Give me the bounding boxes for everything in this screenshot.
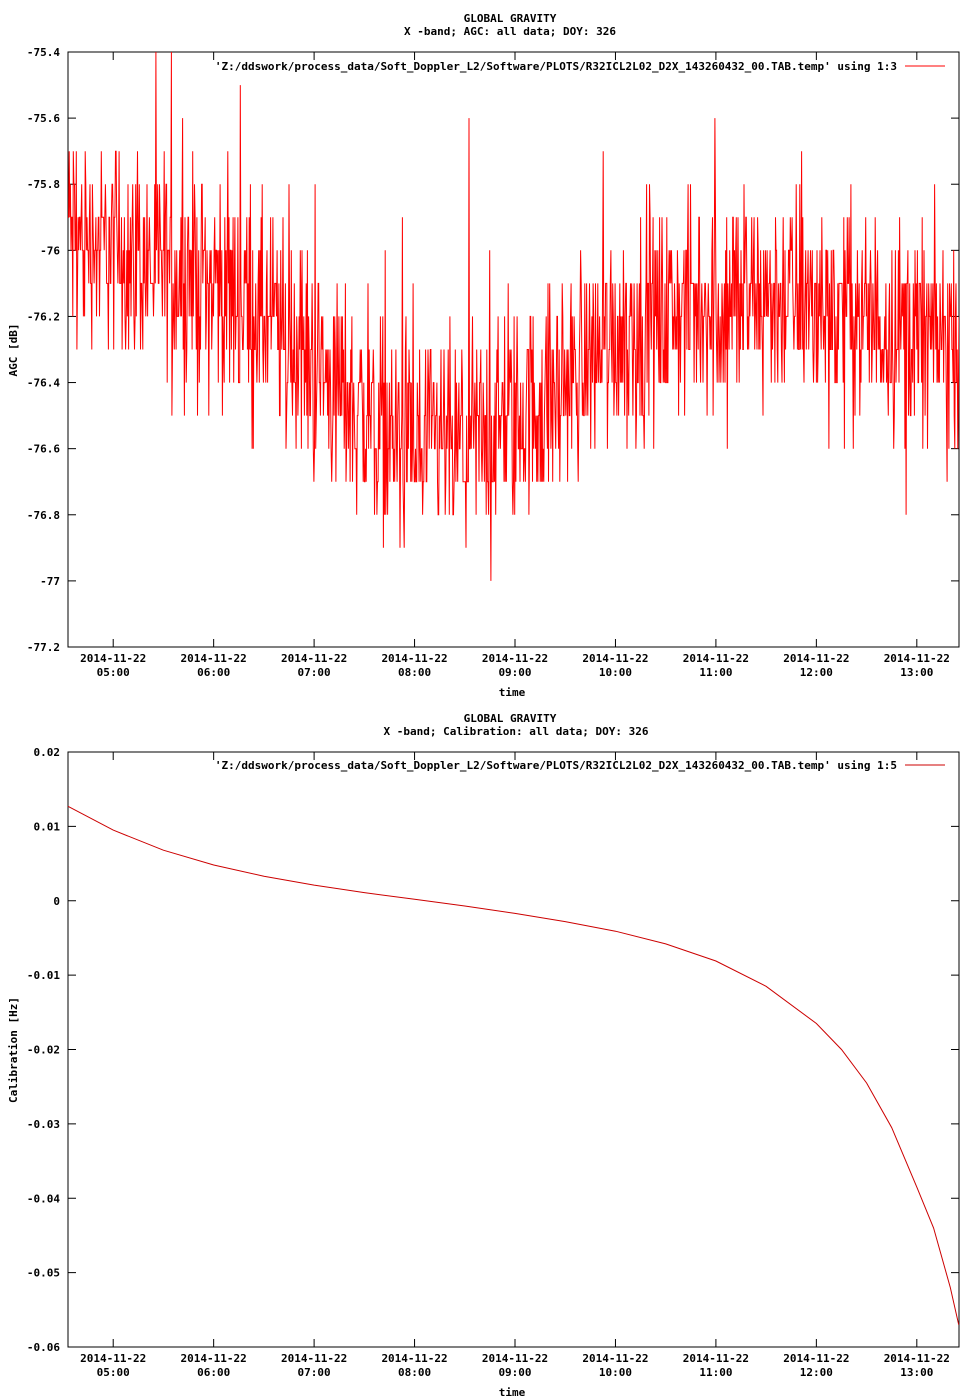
series-line — [67, 805, 960, 1325]
x-tick-label-date: 2014-11-22 — [80, 652, 146, 665]
x-tick-label-date: 2014-11-22 — [783, 1352, 849, 1365]
y-axis-label: Calibration [Hz] — [7, 997, 20, 1103]
calibration-chart: GLOBAL GRAVITY X -band; Calibration: all… — [7, 712, 960, 1399]
x-tick-label-time: 08:00 — [398, 666, 431, 679]
x-tick-label-time: 10:00 — [599, 666, 632, 679]
x-tick-label-time: 13:00 — [900, 666, 933, 679]
y-tick-label: -76.6 — [27, 443, 60, 456]
y-tick-label: -75.6 — [27, 112, 60, 125]
y-tick-label: -76.8 — [27, 509, 60, 522]
x-tick-label-date: 2014-11-22 — [582, 1352, 648, 1365]
legend-label: 'Z:/ddswork/process_data/Soft_Doppler_L2… — [215, 759, 897, 772]
x-tick-label-time: 07:00 — [298, 666, 331, 679]
agc-chart: GLOBAL GRAVITY X -band; AGC: all data; D… — [7, 12, 960, 699]
x-tick-label-date: 2014-11-22 — [884, 652, 950, 665]
y-tick-label: -0.01 — [27, 969, 60, 982]
x-tick-label-date: 2014-11-22 — [281, 1352, 347, 1365]
x-tick-label-date: 2014-11-22 — [80, 1352, 146, 1365]
y-tick-label: -0.06 — [27, 1341, 60, 1354]
x-tick-label-time: 09:00 — [498, 1366, 531, 1379]
y-tick-label: 0.01 — [34, 820, 61, 833]
y-tick-label: -0.04 — [27, 1192, 60, 1205]
x-tick-label-time: 05:00 — [97, 1366, 130, 1379]
plot-frame — [67, 751, 960, 1348]
x-axis-label: time — [499, 686, 526, 699]
x-tick-label-time: 10:00 — [599, 1366, 632, 1379]
x-tick-label-time: 11:00 — [699, 666, 732, 679]
x-tick-label-date: 2014-11-22 — [381, 652, 447, 665]
x-tick-label-date: 2014-11-22 — [281, 652, 347, 665]
chart-title: GLOBAL GRAVITY — [464, 12, 557, 25]
y-axis-label: AGC [dB] — [7, 324, 20, 377]
y-tick-label: 0.02 — [34, 746, 61, 759]
x-tick-label-time: 05:00 — [97, 666, 130, 679]
x-tick-label-date: 2014-11-22 — [783, 652, 849, 665]
x-tick-label-time: 12:00 — [800, 666, 833, 679]
x-tick-label-time: 12:00 — [800, 1366, 833, 1379]
x-tick-label-time: 07:00 — [298, 1366, 331, 1379]
y-tick-label: -77 — [40, 575, 60, 588]
y-tick-label: -0.02 — [27, 1044, 60, 1057]
x-tick-label-date: 2014-11-22 — [181, 652, 247, 665]
chart-title: GLOBAL GRAVITY — [464, 712, 557, 725]
y-tick-label: -0.03 — [27, 1118, 60, 1131]
y-tick-label: -76.4 — [27, 377, 60, 390]
y-tick-label: -0.05 — [27, 1267, 60, 1280]
x-tick-label-time: 13:00 — [900, 1366, 933, 1379]
x-tick-label-time: 06:00 — [197, 666, 230, 679]
y-tick-label: -76 — [40, 244, 60, 257]
x-tick-label-time: 11:00 — [699, 1366, 732, 1379]
x-tick-label-date: 2014-11-22 — [482, 1352, 548, 1365]
y-tick-label: -76.2 — [27, 310, 60, 323]
x-tick-label-time: 08:00 — [398, 1366, 431, 1379]
y-tick-label: 0 — [53, 895, 60, 908]
x-tick-label-date: 2014-11-22 — [683, 652, 749, 665]
x-tick-label-date: 2014-11-22 — [181, 1352, 247, 1365]
x-tick-label-date: 2014-11-22 — [884, 1352, 950, 1365]
chart-subtitle: X -band; AGC: all data; DOY: 326 — [404, 25, 616, 38]
legend-label: 'Z:/ddswork/process_data/Soft_Doppler_L2… — [215, 60, 897, 73]
y-tick-label: -75.4 — [27, 46, 60, 59]
x-tick-label-time: 06:00 — [197, 1366, 230, 1379]
series-line — [68, 52, 959, 581]
y-tick-label: -77.2 — [27, 641, 60, 654]
x-tick-label-date: 2014-11-22 — [582, 652, 648, 665]
chart-subtitle: X -band; Calibration: all data; DOY: 326 — [384, 725, 649, 738]
y-tick-label: -75.8 — [27, 178, 60, 191]
x-axis-label: time — [499, 1386, 526, 1399]
x-tick-label-date: 2014-11-22 — [381, 1352, 447, 1365]
x-tick-label-date: 2014-11-22 — [482, 652, 548, 665]
x-tick-label-date: 2014-11-22 — [683, 1352, 749, 1365]
x-tick-label-time: 09:00 — [498, 666, 531, 679]
